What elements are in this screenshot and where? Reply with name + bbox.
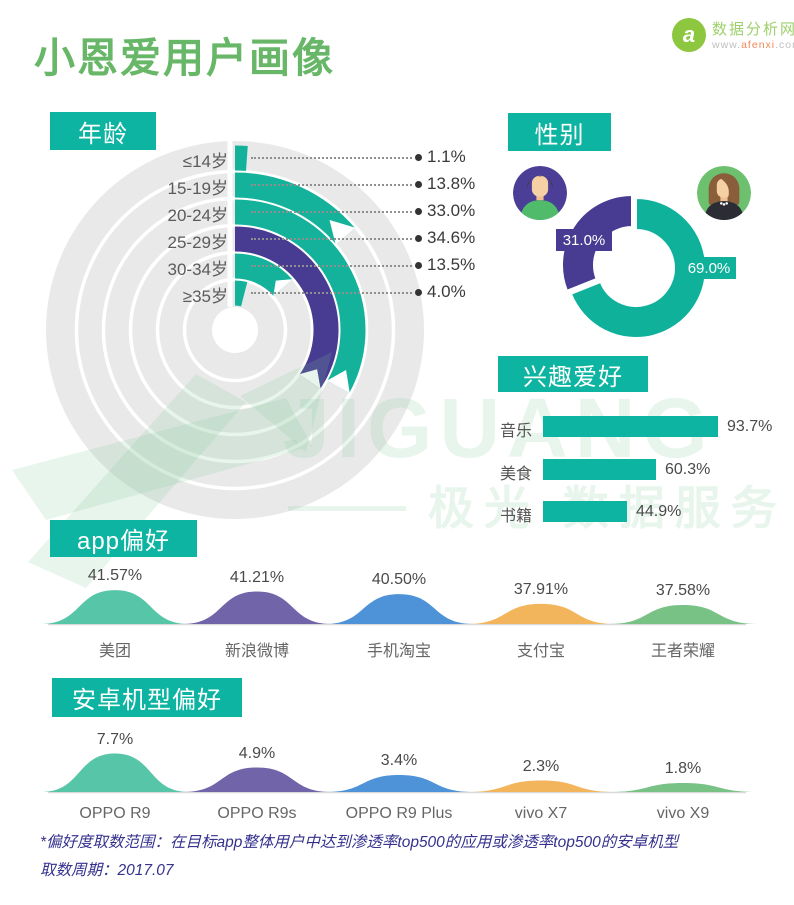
age-leader-line xyxy=(251,265,412,267)
age-leader-dot-icon xyxy=(415,289,422,296)
age-row-value: 4.0% xyxy=(427,282,466,301)
age-arc-3 xyxy=(234,226,339,389)
female-avatar-icon xyxy=(697,166,751,220)
hill-label: 手机淘宝 xyxy=(366,643,431,660)
hill-value: 4.9% xyxy=(238,744,276,762)
afenxi-logo-glyph: a xyxy=(682,22,696,47)
section-header-gender: 性别 xyxy=(508,113,611,151)
afenxi-logo[interactable]: a ✦ 数据分析网 www.afenxi.com xyxy=(672,15,794,52)
age-row-label: ≥35岁 xyxy=(182,287,228,306)
gender-slice-female xyxy=(569,196,707,339)
interest-value: 93.7% xyxy=(727,418,773,435)
hill-label: vivo X9 xyxy=(656,805,710,822)
hill-value: 37.58% xyxy=(655,582,711,600)
hill-value: 37.91% xyxy=(513,580,569,598)
hill-label: OPPO R9s xyxy=(217,805,297,822)
age-leader-dot-icon xyxy=(415,208,422,215)
interest-label: 美食 xyxy=(499,466,532,483)
age-row-label: 15-19岁 xyxy=(167,179,228,198)
hill-apps-3 xyxy=(467,603,615,624)
afenxi-logo-icon: a ✦ xyxy=(672,15,707,52)
section-header-interests: 兴趣爱好 xyxy=(498,356,648,392)
hill-label: 王者荣耀 xyxy=(650,643,715,660)
interest-value: 44.9% xyxy=(636,503,682,520)
afenxi-site-name: 数据分析网 xyxy=(712,21,794,38)
age-row-value: 13.5% xyxy=(427,255,476,274)
age-arc-2 xyxy=(234,199,366,393)
section-header-age: 年龄 xyxy=(50,112,156,150)
age-row-label: 20-24岁 xyxy=(167,206,228,225)
age-row-value: 1.1% xyxy=(427,147,466,166)
interest-bar xyxy=(543,501,627,522)
age-leader-dot-icon xyxy=(415,262,422,269)
hill-apps-0 xyxy=(41,590,189,624)
hill-apps-1 xyxy=(183,591,331,624)
hill-value: 41.57% xyxy=(87,567,143,585)
hill-apps-4 xyxy=(609,605,757,624)
age-row-value: 13.8% xyxy=(427,174,476,193)
hill-value: 41.21% xyxy=(229,568,285,586)
age-row-label: 25-29岁 xyxy=(167,233,228,252)
age-row-value: 34.6% xyxy=(427,228,476,247)
star-icon: ✦ xyxy=(699,15,707,25)
hill-devices-0 xyxy=(41,753,189,792)
age-row-label: ≤14岁 xyxy=(182,152,228,171)
hill-label: vivo X7 xyxy=(514,805,568,822)
hill-value: 2.3% xyxy=(522,757,560,775)
hill-devices-1 xyxy=(183,767,331,792)
age-leader-line xyxy=(251,157,412,159)
hill-devices-3 xyxy=(467,780,615,792)
hill-devices-4 xyxy=(609,783,757,792)
interest-label: 音乐 xyxy=(499,423,532,440)
hill-label: OPPO R9 Plus xyxy=(345,805,453,822)
interest-value: 60.3% xyxy=(665,461,711,478)
hill-value: 1.8% xyxy=(664,760,702,777)
age-leader-dot-icon xyxy=(415,181,422,188)
hill-label: 美团 xyxy=(98,643,131,660)
interest-bar xyxy=(543,416,718,437)
age-arc-5 xyxy=(234,280,248,307)
afenxi-site-url: www.afenxi.com xyxy=(712,39,794,51)
age-leader-dot-icon xyxy=(415,235,422,242)
hill-value: 3.4% xyxy=(380,752,418,769)
age-leader-line xyxy=(251,184,412,186)
section-header-devices: 安卓机型偏好 xyxy=(52,678,242,717)
hill-label: 支付宝 xyxy=(516,643,565,660)
interest-label: 书籍 xyxy=(499,508,532,525)
section-header-apps: app偏好 xyxy=(50,520,197,557)
interest-bar xyxy=(543,459,656,480)
hill-devices-2 xyxy=(325,775,473,792)
male-avatar-icon xyxy=(513,166,567,220)
footer-note-line2: 取数周期：2017.07 xyxy=(40,862,174,879)
age-row-value: 33.0% xyxy=(427,201,476,220)
age-leader-line xyxy=(251,211,412,213)
age-row-label: 30-34岁 xyxy=(167,260,228,279)
hill-label: OPPO R9 xyxy=(79,805,151,822)
hill-apps-2 xyxy=(325,594,473,624)
gender-value-chip: 31.0% xyxy=(556,229,612,251)
hill-value: 7.7% xyxy=(96,730,134,748)
page-title: 小恩爱用户画像 xyxy=(34,35,335,81)
footer-note-line1: *偏好度取数范围：在目标app整体用户中达到渗透率top500的应用或渗透率to… xyxy=(40,834,679,851)
age-leader-dot-icon xyxy=(415,154,422,161)
hill-value: 40.50% xyxy=(371,571,427,589)
age-leader-line xyxy=(251,238,412,240)
gender-value-chip: 69.0% xyxy=(682,257,736,279)
hill-label: 新浪微博 xyxy=(224,643,289,660)
age-leader-line xyxy=(251,292,412,294)
